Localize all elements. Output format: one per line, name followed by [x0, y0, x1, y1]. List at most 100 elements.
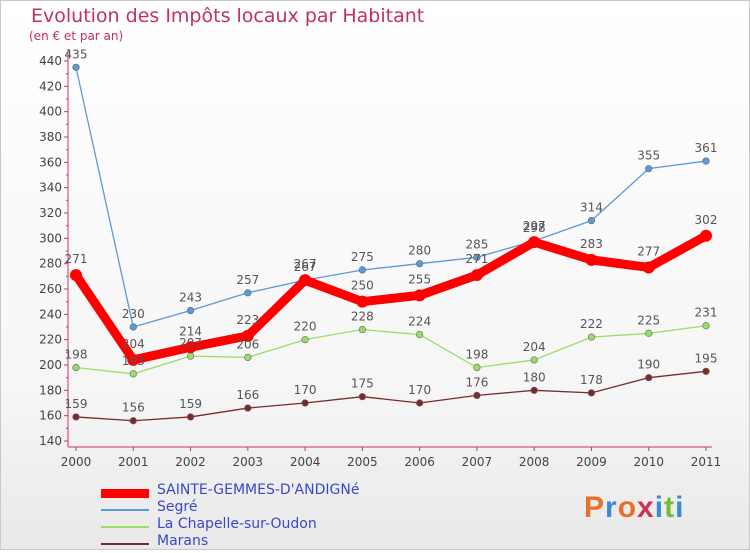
legend-label: SAINTE-GEMMES-D'ANDIGNé: [157, 482, 360, 498]
data-label: 198: [465, 348, 488, 362]
data-point: [587, 389, 596, 397]
data-point: [530, 356, 538, 364]
x-tick-label: 2006: [404, 455, 435, 469]
data-label: 159: [179, 397, 202, 411]
y-tick-label: 300: [39, 231, 62, 245]
data-label: 198: [65, 348, 88, 362]
x-tick-label: 2011: [691, 455, 722, 469]
data-point: [587, 333, 596, 341]
data-label: 271: [65, 252, 88, 266]
data-label: 206: [236, 337, 259, 351]
data-label: 166: [236, 388, 259, 402]
data-label: 355: [637, 149, 660, 163]
data-label: 220: [294, 320, 317, 334]
y-tick-label: 420: [39, 79, 62, 93]
data-label: 156: [122, 401, 145, 415]
data-label: 267: [294, 260, 317, 274]
data-point: [645, 374, 653, 382]
data-label: 277: [637, 244, 660, 258]
data-label: 204: [122, 337, 145, 351]
data-point: [358, 393, 366, 401]
data-point: [127, 353, 140, 366]
x-tick-label: 2003: [233, 455, 264, 469]
data-point: [416, 260, 424, 268]
y-tick-label: 140: [39, 434, 62, 448]
y-tick-label: 340: [39, 181, 62, 195]
data-label: 231: [695, 306, 718, 320]
data-label: 280: [408, 244, 431, 258]
data-point: [241, 329, 254, 342]
y-tick-label: 400: [39, 105, 62, 119]
x-tick-label: 2002: [175, 455, 206, 469]
x-tick-label: 2008: [519, 455, 550, 469]
data-point: [416, 331, 424, 339]
data-point: [645, 329, 653, 337]
data-label: 223: [236, 313, 259, 327]
data-label: 255: [408, 272, 431, 286]
data-label: 193: [122, 354, 145, 368]
data-point: [72, 63, 80, 71]
series-line: [75, 370, 707, 422]
x-tick-label: 2009: [576, 455, 607, 469]
data-label: 180: [523, 370, 546, 384]
legend-swatch: [101, 526, 149, 528]
data-label: 170: [408, 383, 431, 397]
data-label: 314: [580, 201, 603, 215]
data-point: [470, 269, 483, 282]
data-label: 204: [523, 340, 546, 354]
data-label: 361: [695, 141, 718, 155]
y-tick-label: 380: [39, 130, 62, 144]
data-point: [587, 217, 596, 225]
data-label: 195: [695, 351, 718, 365]
data-point: [129, 370, 137, 378]
data-point: [244, 404, 252, 412]
data-label: 170: [294, 383, 317, 397]
legend-swatch: [101, 509, 149, 511]
data-point: [700, 229, 712, 242]
data-label: 178: [580, 373, 603, 387]
data-label: 257: [236, 273, 259, 287]
data-point: [530, 386, 538, 394]
data-point: [416, 399, 424, 407]
data-point: [186, 352, 195, 360]
legend-swatch: [101, 543, 149, 545]
y-tick-label: 360: [39, 155, 62, 169]
data-point: [72, 413, 80, 421]
x-tick-label: 2010: [633, 455, 664, 469]
chart-subtitle: (en € et par an): [29, 29, 124, 43]
data-point: [473, 253, 481, 261]
legend-swatch: [101, 488, 149, 498]
data-label: 176: [465, 375, 488, 389]
data-point: [72, 363, 80, 372]
data-point: [129, 323, 137, 331]
data-point: [642, 261, 655, 274]
data-label: 225: [637, 313, 660, 327]
y-tick-label: 440: [39, 54, 62, 68]
data-point: [645, 165, 653, 173]
data-point: [702, 322, 710, 330]
proxiti-logo: Proxiti: [584, 491, 685, 524]
y-tick-label: 320: [39, 206, 62, 220]
data-label: 297: [523, 219, 546, 233]
data-label: 230: [122, 307, 145, 321]
y-tick-label: 280: [39, 257, 62, 271]
data-point: [299, 274, 312, 287]
data-point: [301, 399, 309, 407]
data-point: [186, 306, 195, 315]
data-point: [186, 413, 195, 421]
y-tick-label: 260: [39, 282, 62, 296]
data-point: [528, 236, 541, 249]
data-label: 190: [637, 358, 660, 372]
data-label: 435: [65, 47, 88, 61]
series-line: [75, 66, 707, 328]
data-point: [301, 336, 309, 344]
data-point: [702, 157, 710, 165]
data-label: 228: [351, 310, 374, 324]
data-label: 222: [580, 317, 603, 331]
x-tick-label: 2001: [118, 455, 149, 469]
y-tick-label: 200: [39, 358, 62, 372]
x-tick-label: 2004: [290, 455, 321, 469]
series-line: [75, 325, 707, 375]
data-point: [70, 269, 82, 282]
data-label: 224: [408, 315, 431, 329]
